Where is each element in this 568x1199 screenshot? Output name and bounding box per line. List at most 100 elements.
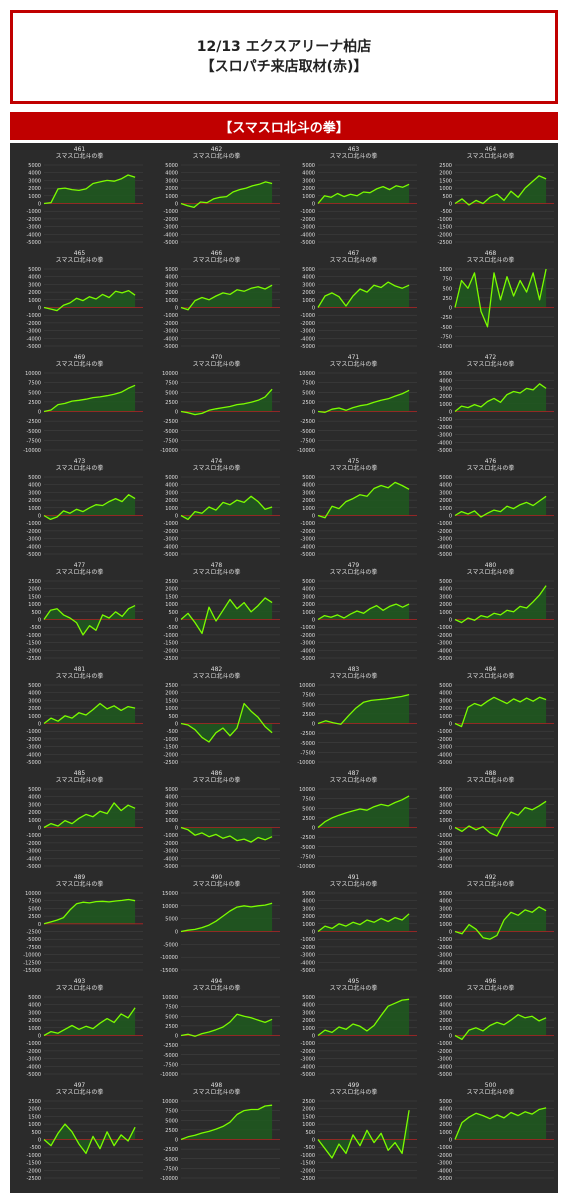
y-tick-label: 0	[38, 618, 41, 624]
chart-title: 477	[74, 562, 86, 569]
series-line	[454, 800, 547, 837]
y-tick-label: 500	[442, 194, 452, 200]
y-tick-label: -2000	[437, 232, 452, 238]
y-tick-label: 1000	[302, 610, 315, 616]
y-tick-label: 5000	[439, 579, 452, 585]
y-tick-label: 5000	[302, 475, 315, 481]
chart-title: 498	[211, 1082, 223, 1089]
y-tick-label: 4000	[302, 171, 315, 177]
y-tick-label: 250	[442, 296, 452, 302]
y-tick-label: 1000	[165, 818, 178, 824]
chart-title: 467	[348, 250, 360, 257]
y-tick-label: 5000	[28, 787, 41, 793]
y-tick-label: 0	[175, 410, 178, 416]
y-tick-label: 5000	[302, 995, 315, 1001]
page-subtitle: 【スロパチ来店取材(赤)】	[200, 59, 368, 75]
y-tick-label: -3000	[26, 329, 41, 335]
y-tick-label: 0	[38, 826, 41, 832]
y-tick-label: -1000	[300, 1041, 315, 1047]
series-line	[454, 495, 547, 518]
y-tick-label: -4000	[163, 232, 178, 238]
y-tick-label: 2000	[302, 290, 315, 296]
chart-title: 481	[74, 666, 86, 673]
y-tick-label: -4000	[26, 752, 41, 758]
y-tick-label: 0	[312, 618, 315, 624]
y-tick-label: -10000	[160, 448, 178, 454]
y-tick-label: 10000	[299, 683, 315, 689]
y-tick-label: 1000	[302, 194, 315, 200]
y-tick-label: 3000	[302, 906, 315, 912]
y-tick-label: 2000	[302, 602, 315, 608]
y-tick-label: -3000	[300, 641, 315, 647]
y-tick-label: 1500	[302, 1114, 315, 1120]
y-tick-label: 5000	[165, 475, 178, 481]
y-tick-label: 4000	[439, 483, 452, 489]
y-tick-label: -2000	[300, 1049, 315, 1055]
y-tick-label: 1000	[302, 922, 315, 928]
y-tick-label: -1500	[300, 1161, 315, 1167]
y-tick-label: 4000	[302, 275, 315, 281]
area-fill	[181, 496, 273, 520]
y-tick-label: 1000	[439, 1026, 452, 1032]
y-tick-label: 3000	[165, 178, 178, 184]
y-tick-label: -5000	[26, 344, 41, 350]
y-tick-label: 3000	[439, 1114, 452, 1120]
y-tick-label: -500	[30, 625, 41, 631]
chart-subtitle: スマスロ北斗の拳	[56, 672, 104, 680]
y-tick-label: 2000	[165, 587, 178, 593]
y-tick-label: -2500	[163, 760, 178, 766]
series-line	[454, 1014, 547, 1041]
y-tick-label: -10000	[297, 448, 315, 454]
y-tick-label: -3000	[437, 745, 452, 751]
y-tick-label: -4000	[26, 1064, 41, 1070]
y-tick-label: -1000	[26, 1041, 41, 1047]
y-tick-label: 2000	[28, 498, 41, 504]
series-line	[317, 913, 410, 933]
y-tick-label: -4000	[437, 1168, 452, 1174]
y-tick-label: 0	[449, 410, 452, 416]
y-tick-label: -5000	[300, 1072, 315, 1078]
y-tick-label: 0	[38, 1034, 41, 1040]
y-tick-label: 0	[449, 202, 452, 208]
series-line	[317, 998, 410, 1037]
y-tick-label: 0	[449, 618, 452, 624]
y-tick-label: -3000	[300, 537, 315, 543]
y-tick-label: 4000	[28, 795, 41, 801]
y-tick-label: 1500	[28, 1114, 41, 1120]
area-fill	[318, 604, 410, 620]
y-tick-label: -5000	[300, 656, 315, 662]
y-tick-label: -7500	[300, 854, 315, 860]
y-tick-label: -2000	[300, 633, 315, 639]
chart-subtitle: スマスロ北斗の拳	[330, 256, 378, 264]
y-tick-label: 1000	[302, 1026, 315, 1032]
y-tick-label: -3000	[300, 329, 315, 335]
y-tick-label: 500	[305, 1130, 315, 1136]
y-tick-label: 7500	[302, 693, 315, 699]
y-tick-label: -5000	[26, 429, 41, 435]
y-tick-label: -12500	[23, 960, 41, 966]
area-fill	[318, 694, 410, 725]
y-tick-label: 2000	[28, 290, 41, 296]
y-tick-label: 0	[38, 306, 41, 312]
y-tick-label: 4000	[28, 275, 41, 281]
series-line	[454, 383, 547, 412]
y-tick-label: 0	[38, 922, 41, 928]
y-tick-label: -2000	[163, 321, 178, 327]
series-line	[43, 384, 136, 413]
header-box: 12/13 エクスアリーナ柏店 【スロパチ来店取材(赤)】	[10, 10, 558, 104]
chart-title: 491	[348, 874, 360, 881]
y-tick-label: -4000	[437, 440, 452, 446]
y-tick-label: 10000	[162, 371, 178, 377]
y-tick-label: 2500	[165, 400, 178, 406]
chart-title: 476	[485, 458, 497, 465]
y-tick-label: -5000	[437, 552, 452, 558]
y-tick-label: 5000	[165, 163, 178, 169]
y-tick-label: -5000	[163, 1157, 178, 1163]
chart-subtitle: スマスロ北斗の拳	[56, 568, 104, 576]
y-tick-label: -10000	[160, 1176, 178, 1182]
y-tick-label: 5000	[165, 1014, 178, 1020]
